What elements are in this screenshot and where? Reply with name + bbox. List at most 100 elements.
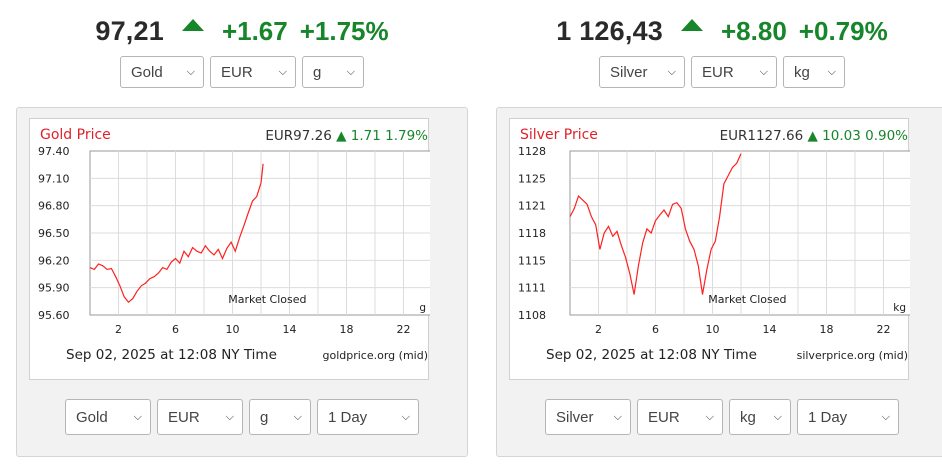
y-tick-label: 1121 [518, 200, 546, 213]
price-series-line [569, 153, 742, 295]
metal-select-value: Silver [556, 408, 594, 426]
silver-price-change: +8.80 [721, 15, 787, 46]
gold-price-change: +1.67 [221, 15, 288, 46]
arrow-up-icon [181, 19, 204, 31]
chart-unit: g [419, 302, 426, 314]
unit-select-value: g [313, 63, 322, 81]
y-tick-label: 95.60 [38, 309, 70, 322]
unit-select[interactable]: kg ⌵ [729, 399, 791, 435]
unit-select[interactable]: kg ⌵ [783, 56, 845, 88]
price-series-line [89, 163, 264, 304]
metal-select[interactable]: Gold ⌵ [65, 399, 151, 435]
chevron-down-icon: ⌵ [293, 410, 302, 423]
gold-price-header: 97,21 +1.67 +1.75% [16, 6, 468, 56]
x-tick-label: 14 [283, 323, 297, 336]
silver-chart-panel: 1128 1125 1121 1118 1115 1111 1108 2 6 10 14 18 22 Si… [496, 107, 942, 457]
y-tick-label: 96.20 [38, 254, 70, 267]
silver-price-change-pct: +0.79% [798, 15, 888, 46]
unit-select[interactable]: g ⌵ [302, 56, 364, 88]
x-tick-label: 22 [397, 323, 411, 336]
chevron-down-icon: ⌵ [346, 65, 355, 78]
silver-bottom-selects: Silver ⌵ EUR ⌵ kg ⌵ 1 Day ⌵ [497, 399, 942, 435]
market-status: Market Closed [228, 293, 306, 306]
currency-select[interactable]: EUR ⌵ [637, 399, 723, 435]
chart-quote: EUR1127.66 ▲ 10.03 0.90% [720, 128, 909, 144]
chart-footer-source: goldprice.org (mid) [323, 349, 429, 362]
x-tick-label: 14 [763, 323, 777, 336]
metal-select-value: Gold [76, 408, 108, 426]
chevron-down-icon: ⌵ [186, 65, 195, 78]
currency-select-value: EUR [221, 63, 253, 81]
metal-select[interactable]: Silver ⌵ [545, 399, 631, 435]
currency-select-value: EUR [648, 408, 680, 426]
x-tick-label: 10 [226, 323, 240, 336]
gold-price-value: 97,21 [95, 15, 164, 46]
currency-select-value: EUR [702, 63, 734, 81]
period-select[interactable]: 1 Day ⌵ [797, 399, 899, 435]
chevron-down-icon: ⌵ [667, 65, 676, 78]
arrow-up-icon [681, 19, 703, 31]
chart-quote: EUR97.26 ▲ 1.71 1.79% [265, 128, 428, 144]
x-tick-label: 10 [706, 323, 720, 336]
gold-chart: 97.40 97.10 96.80 96.50 96.20 95.90 95.60 2 6 10 1… [29, 118, 430, 380]
chevron-down-icon: ⌵ [759, 65, 768, 78]
chevron-down-icon: ⌵ [133, 410, 142, 423]
gold-bottom-selects: Gold ⌵ EUR ⌵ g ⌵ 1 Day ⌵ [17, 399, 467, 435]
y-tick-label: 1111 [518, 282, 546, 295]
silver-top-selects: Silver ⌵ EUR ⌵ kg ⌵ [496, 56, 942, 88]
unit-select-value: g [260, 408, 269, 426]
gold-chart-panel: 97.40 97.10 96.80 96.50 96.20 95.90 95.60 2 6 10 1… [16, 107, 468, 457]
metal-select[interactable]: Silver ⌵ [599, 56, 685, 88]
period-select-value: 1 Day [328, 408, 368, 426]
y-tick-label: 95.90 [38, 282, 70, 295]
y-tick-label: 1108 [518, 309, 546, 322]
unit-select-value: kg [794, 63, 810, 81]
y-tick-label: 1118 [518, 227, 546, 240]
metal-select-value: Gold [131, 63, 163, 81]
currency-select[interactable]: EUR ⌵ [691, 56, 777, 88]
chart-footer-date: Sep 02, 2025 at 12:08 NY Time [66, 347, 277, 363]
unit-select[interactable]: g ⌵ [249, 399, 311, 435]
silver-price-header: 1 126,43 +8.80 +0.79% [496, 6, 942, 56]
chevron-down-icon: ⌵ [881, 410, 890, 423]
metal-select[interactable]: Gold ⌵ [120, 56, 204, 88]
chart-footer-source: silverprice.org (mid) [797, 349, 908, 362]
y-tick-label: 97.10 [38, 172, 70, 185]
gold-chart-svg: 97.40 97.10 96.80 96.50 96.20 95.90 95.60 2 6 10 1… [38, 127, 430, 363]
currency-select[interactable]: EUR ⌵ [210, 56, 296, 88]
unit-select-value: kg [740, 408, 756, 426]
chevron-down-icon: ⌵ [225, 410, 234, 423]
currency-select-value: EUR [168, 408, 200, 426]
x-tick-label: 2 [595, 323, 602, 336]
silver-widget: 1 126,43 +8.80 +0.79% Silver ⌵ EUR ⌵ kg ⌵ 1… [496, 0, 942, 457]
chevron-down-icon: ⌵ [827, 65, 836, 78]
gold-widget: 97,21 +1.67 +1.75% Gold ⌵ EUR ⌵ g ⌵ 97.40 97… [16, 0, 468, 457]
x-tick-label: 6 [652, 323, 659, 336]
chevron-down-icon: ⌵ [401, 410, 410, 423]
chevron-down-icon: ⌵ [278, 65, 287, 78]
x-tick-label: 18 [820, 323, 834, 336]
chevron-down-icon: ⌵ [613, 410, 622, 423]
y-tick-label: 1115 [518, 254, 546, 267]
x-tick-label: 18 [340, 323, 354, 336]
y-tick-label: 97.40 [38, 145, 70, 158]
gold-top-selects: Gold ⌵ EUR ⌵ g ⌵ [16, 56, 468, 88]
chart-title: Gold Price [40, 127, 111, 143]
silver-chart: 1128 1125 1121 1118 1115 1111 1108 2 6 10 14 18 22 Si… [509, 118, 910, 380]
currency-select[interactable]: EUR ⌵ [157, 399, 243, 435]
metal-select-value: Silver [610, 63, 648, 81]
x-tick-label: 6 [172, 323, 179, 336]
y-tick-label: 1128 [518, 145, 546, 158]
silver-chart-svg: 1128 1125 1121 1118 1115 1111 1108 2 6 10 14 18 22 Si… [518, 127, 910, 363]
y-tick-label: 96.50 [38, 227, 70, 240]
x-tick-label: 22 [877, 323, 891, 336]
chart-footer-date: Sep 02, 2025 at 12:08 NY Time [546, 347, 757, 363]
chevron-down-icon: ⌵ [705, 410, 714, 423]
x-tick-label: 2 [115, 323, 122, 336]
period-select-value: 1 Day [808, 408, 848, 426]
chevron-down-icon: ⌵ [773, 410, 782, 423]
market-status: Market Closed [708, 293, 786, 306]
period-select[interactable]: 1 Day ⌵ [317, 399, 419, 435]
gold-price-change-pct: +1.75% [299, 15, 389, 46]
chart-title: Silver Price [520, 127, 598, 143]
